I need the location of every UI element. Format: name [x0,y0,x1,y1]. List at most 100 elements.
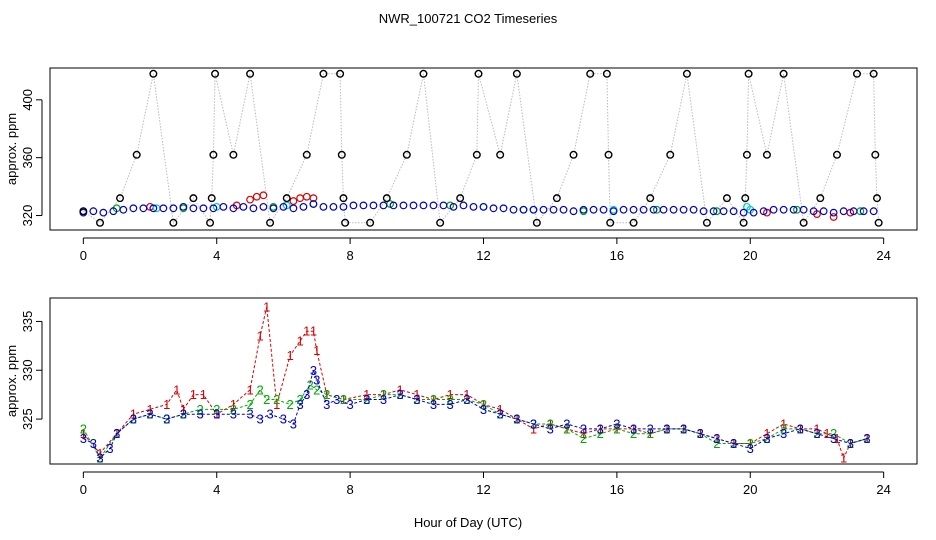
blue-series-point [439,201,448,210]
series-3-marker: 3 [180,407,187,422]
blue-series-point [579,205,588,214]
series-3-marker: 3 [96,451,103,466]
y-tick-label: 360 [20,147,35,169]
series-2-marker: 2 [380,387,387,402]
y-tick-label: 325 [20,408,35,430]
blue-series-point [409,201,418,210]
blue-series-point [559,205,568,214]
blue-series-point [389,201,398,210]
series-3-marker: 3 [763,431,770,446]
black-series-point [474,69,483,78]
blue-series-point [839,207,848,216]
series-3-marker: 3 [713,431,720,446]
black-series-point [189,194,198,203]
black-series-point [337,150,346,159]
series-2-marker: 2 [273,392,280,407]
series-2-marker: 2 [413,392,420,407]
red-series-point [302,192,311,201]
black-series-point [874,218,883,227]
series-1-marker: 1 [296,333,303,348]
series-3-marker: 3 [146,407,153,422]
series-2-marker: 2 [830,426,837,441]
series-1-marker: 1 [413,387,420,402]
black-series-point [702,218,711,227]
series-1-marker: 1 [310,324,317,339]
series-3-marker: 3 [290,416,297,431]
blue-series-point [279,202,288,211]
blue-series-point [599,205,608,214]
series-3-marker: 3 [303,387,310,402]
series-2-marker: 2 [196,402,203,417]
series-1-marker: 1 [246,382,253,397]
black-series-point [872,194,881,203]
bottom-x-axis: 0 4 8 12 16 20 24 [80,471,891,497]
blue-series-point [719,207,728,216]
series-2-marker: 2 [230,402,237,417]
blue-series-point [789,205,798,214]
black-series-point [366,218,375,227]
black-series-point [602,69,611,78]
black-series-point [629,218,638,227]
red-series-point [309,194,318,203]
black-series-point [229,150,238,159]
series-3-marker: 3 [597,421,604,436]
series-3-marker: 3 [530,416,537,431]
black-series-point [79,207,88,216]
series-1-marker: 1 [200,387,207,402]
blue-series-point [859,207,868,216]
series-1-marker: 1 [613,421,620,436]
series-1-marker: 1 [697,426,704,441]
series-3-marker: 3 [310,363,317,378]
series-2-marker: 2 [430,392,437,407]
black-series-point [816,194,825,203]
series-3-marker: 3 [863,431,870,446]
series-2-marker: 2 [480,397,487,412]
blue-series-point [809,207,818,216]
series-3-marker: 3 [80,431,87,446]
blue-series-point [699,207,708,216]
blue-series-point [429,201,438,210]
series-3-marker: 3 [213,407,220,422]
series-1-marker: 1 [180,402,187,417]
series-3-marker: 3 [513,412,520,427]
series-1-marker: 1 [263,299,270,314]
x-tick-label: 0 [80,248,87,263]
series-2-marker: 2 [697,426,704,441]
series-2-marker: 2 [256,382,263,397]
series-3-line [83,368,868,459]
blue-series-point [169,204,178,213]
series-2-marker: 2 [263,392,270,407]
blue-series-point [729,207,738,216]
blue-series-point [139,204,148,213]
black-series-point [606,218,615,227]
x-tick-label: 16 [610,482,624,497]
x-tick-label: 16 [610,248,624,263]
bottom-y-axis-label: approx. ppm [4,345,19,417]
blue-series-point [339,202,348,211]
black-series-connector [83,73,880,225]
x-tick-label: 20 [743,248,757,263]
black-series-point [382,194,391,203]
blue-series-point [269,204,278,213]
blue-series-point [289,204,298,213]
series-3-marker: 3 [397,387,404,402]
black-series-point [246,69,255,78]
black-series-point [302,150,311,159]
series-1-line [82,306,868,460]
series-3-marker: 3 [106,441,113,456]
blue-series-point [569,207,578,216]
black-series-point [871,150,880,159]
blue-series-point [299,202,308,211]
series-3-marker: 3 [647,421,654,436]
blue-series-point [179,202,188,211]
red-series-point [252,192,261,201]
series-1-marker: 1 [80,426,87,441]
series-1-marker: 1 [463,387,470,402]
black-series-point [532,218,541,227]
bottom-y-axis: 325 330 335 [20,311,43,430]
black-series-point [282,194,291,203]
blue-series-point [759,207,768,216]
series-3-marker: 3 [246,407,253,422]
black-series-point [741,194,750,203]
